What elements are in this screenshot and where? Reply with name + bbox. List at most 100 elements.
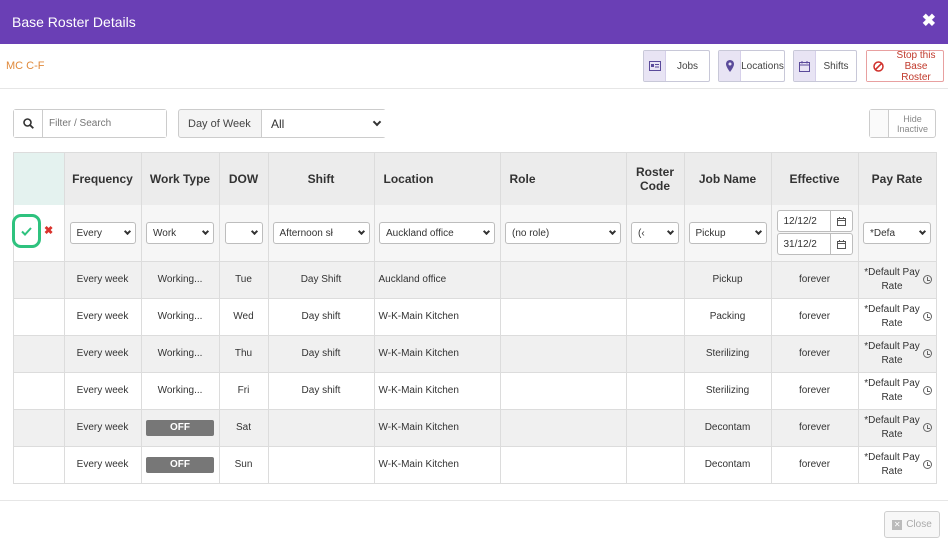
modal-footer: ✕ Close bbox=[0, 500, 948, 542]
confirm-check-button[interactable] bbox=[12, 214, 41, 248]
table-row[interactable]: Every week OFF Sat W-K-Main Kitchen Decontam… bbox=[14, 408, 937, 446]
roster-code-cell bbox=[626, 408, 685, 446]
effective-to-input[interactable]: 31/12/2 bbox=[776, 233, 853, 256]
pay-rate-line2: Rate bbox=[881, 428, 903, 440]
calendar-icon bbox=[794, 51, 816, 81]
table-row[interactable]: Every week OFF Sun W-K-Main Kitchen Decontam… bbox=[14, 445, 937, 483]
row-select-cell bbox=[14, 297, 65, 335]
clock-icon[interactable] bbox=[922, 274, 932, 284]
header-role[interactable]: Role bbox=[500, 153, 627, 205]
chevron-down-icon bbox=[357, 227, 365, 235]
jobs-button[interactable]: Jobs bbox=[643, 50, 710, 82]
role-cell bbox=[500, 408, 627, 446]
day-of-week-label: Day of Week bbox=[188, 118, 251, 130]
header-job-name[interactable]: Job Name bbox=[684, 153, 772, 205]
effective-from-value: 12/12/2 bbox=[783, 216, 817, 228]
clock-icon[interactable] bbox=[922, 422, 932, 432]
frequency-select[interactable]: Every bbox=[69, 221, 136, 244]
edit-dow-cell bbox=[219, 205, 269, 261]
edit-job-name-cell: Pickup bbox=[684, 205, 772, 261]
location-cell: W-K-Main Kitchen bbox=[374, 371, 501, 409]
hide-inactive-toggle[interactable]: Hide Inactive bbox=[869, 109, 936, 138]
pay-rate-cell: *Default Pay Rate bbox=[858, 445, 937, 483]
close-icon[interactable]: ✖ bbox=[921, 11, 936, 30]
roster-code-line2: Code bbox=[640, 179, 670, 193]
pay-rate-line2: Rate bbox=[881, 465, 903, 477]
close-button-label: Close bbox=[906, 519, 932, 530]
dow-select[interactable] bbox=[224, 221, 263, 244]
chevron-down-icon bbox=[754, 227, 762, 235]
work-type-select-value: Work bbox=[153, 227, 177, 239]
locations-button[interactable]: Locations bbox=[718, 50, 785, 82]
toggle-knob bbox=[870, 110, 889, 137]
work-type-select[interactable]: Work bbox=[146, 221, 214, 244]
roster-code-line1: Roster bbox=[635, 165, 674, 179]
day-of-week-select[interactable]: All bbox=[261, 110, 386, 137]
work-type-cell: OFF bbox=[141, 445, 220, 483]
header-frequency[interactable]: Frequency bbox=[64, 153, 142, 205]
roster-code-select[interactable]: (‹ bbox=[631, 221, 679, 244]
ban-icon bbox=[867, 51, 889, 81]
job-name-cell: Sterilizing bbox=[684, 334, 772, 372]
dow-cell: Sat bbox=[219, 408, 269, 446]
role-select[interactable]: (no role) bbox=[505, 221, 621, 244]
header-work-type[interactable]: Work Type bbox=[141, 153, 220, 205]
location-select[interactable]: Auckland office bbox=[379, 221, 495, 244]
pay-rate-select[interactable]: *Defa bbox=[863, 221, 931, 244]
clock-icon[interactable] bbox=[922, 385, 932, 395]
chevron-down-icon bbox=[123, 227, 131, 235]
shift-cell: Day Shift bbox=[268, 260, 375, 298]
job-name-cell: Pickup bbox=[684, 260, 772, 298]
header-effective[interactable]: Effective bbox=[771, 153, 859, 205]
table-row[interactable]: Every week Working... Fri Day shift W-K-Main… bbox=[14, 371, 937, 409]
table-row[interactable]: Every week Working... Thu Day shift W-K-Main… bbox=[14, 334, 937, 372]
shifts-button[interactable]: Shifts bbox=[793, 50, 857, 82]
dow-cell: Thu bbox=[219, 334, 269, 372]
search-input[interactable] bbox=[43, 110, 166, 137]
location-cell: Auckland office bbox=[374, 260, 501, 298]
work-type-cell: Working... bbox=[141, 297, 220, 335]
edit-pay-rate-cell: *Defa bbox=[858, 205, 937, 261]
effective-from-input[interactable]: 12/12/2 bbox=[776, 210, 853, 233]
cancel-x-icon[interactable]: ✖ bbox=[44, 225, 54, 237]
edit-frequency-cell: Every bbox=[64, 205, 142, 261]
pay-rate-text: *Default Pay Rate bbox=[859, 414, 936, 442]
chevron-down-icon bbox=[666, 227, 675, 235]
stop-base-roster-button[interactable]: Stop this Base Roster bbox=[866, 50, 944, 83]
pay-rate-select-value: *Defa bbox=[870, 227, 896, 239]
shift-select[interactable]: Afternoon sł bbox=[272, 221, 370, 244]
roster-toolbar: MC C-F Jobs Locations Shifts Stop th bbox=[0, 44, 948, 89]
header-pay-rate[interactable]: Pay Rate bbox=[858, 153, 937, 205]
pay-rate-cell: *Default Pay Rate bbox=[858, 371, 937, 409]
clock-icon[interactable] bbox=[922, 459, 932, 469]
search-icon[interactable] bbox=[14, 110, 43, 137]
roster-code-cell bbox=[626, 297, 685, 335]
shift-cell: Day shift bbox=[268, 334, 375, 372]
edit-work-type-cell: Work bbox=[141, 205, 220, 261]
header-location[interactable]: Location bbox=[374, 153, 501, 205]
clock-icon[interactable] bbox=[922, 311, 932, 321]
pay-rate-cell: *Default Pay Rate bbox=[858, 260, 937, 298]
pay-rate-text: *Default Pay Rate bbox=[859, 266, 936, 294]
header-shift[interactable]: Shift bbox=[268, 153, 375, 205]
off-badge: OFF bbox=[146, 456, 214, 473]
calendar-icon[interactable] bbox=[829, 211, 852, 232]
close-button[interactable]: ✕ Close bbox=[884, 511, 940, 538]
id-card-icon bbox=[644, 51, 666, 81]
modal-title: Base Roster Details bbox=[12, 14, 136, 30]
row-select-cell bbox=[14, 408, 65, 446]
job-name-select[interactable]: Pickup bbox=[688, 221, 767, 244]
close-icon: ✕ bbox=[892, 519, 903, 530]
table-row[interactable]: Every week Working... Wed Day shift W-K-Main… bbox=[14, 297, 937, 335]
header-dow[interactable]: DOW bbox=[219, 153, 269, 205]
stop-base-roster-label: Stop this Base Roster bbox=[889, 50, 943, 83]
table-row[interactable]: Every week Working... Tue Day Shift Auckland… bbox=[14, 260, 937, 298]
edit-shift-cell: Afternoon sł bbox=[268, 205, 375, 261]
clock-icon[interactable] bbox=[922, 348, 932, 358]
header-roster-code[interactable]: Roster Code bbox=[626, 153, 685, 205]
job-name-cell: Packing bbox=[684, 297, 772, 335]
effective-cell: forever bbox=[771, 371, 859, 409]
calendar-icon[interactable] bbox=[829, 234, 852, 255]
off-badge: OFF bbox=[146, 419, 214, 436]
frequency-select-value: Every bbox=[76, 227, 103, 239]
